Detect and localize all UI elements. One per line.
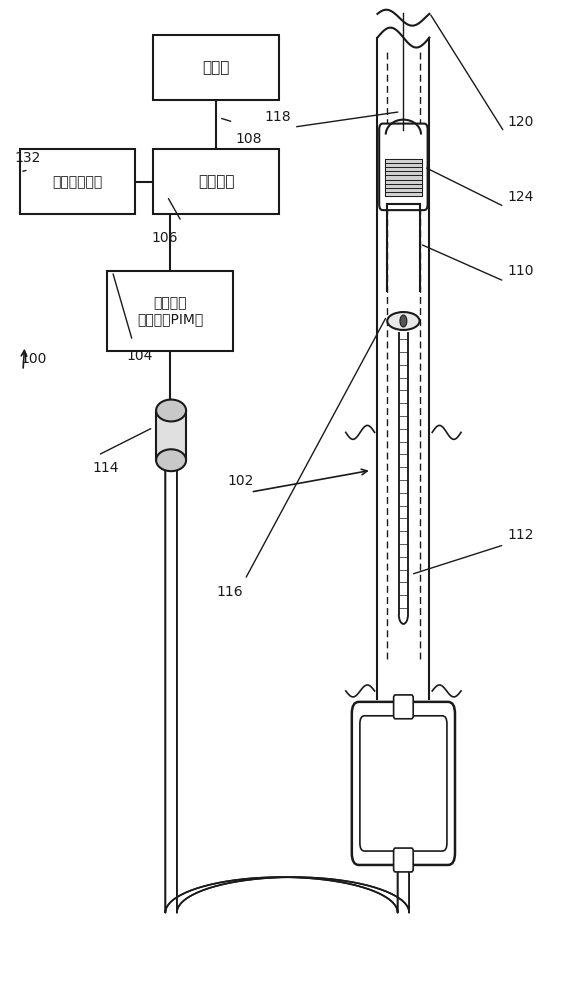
Text: 124: 124 (507, 190, 534, 204)
FancyBboxPatch shape (107, 271, 233, 351)
Text: 外部成像系统: 外部成像系统 (52, 175, 103, 189)
Text: 120: 120 (507, 115, 534, 129)
Text: 114: 114 (92, 461, 119, 475)
FancyBboxPatch shape (393, 848, 413, 872)
FancyBboxPatch shape (360, 716, 447, 851)
Text: 处理系统: 处理系统 (198, 174, 235, 189)
Text: 112: 112 (507, 528, 534, 542)
Text: 106: 106 (151, 232, 178, 245)
Ellipse shape (387, 312, 420, 330)
Ellipse shape (156, 449, 186, 471)
Text: 患者接口
监测器（PIM）: 患者接口 监测器（PIM） (137, 296, 203, 326)
Ellipse shape (156, 400, 186, 421)
Text: 118: 118 (264, 110, 291, 124)
Circle shape (400, 315, 407, 327)
Text: 104: 104 (127, 349, 153, 363)
FancyBboxPatch shape (20, 149, 136, 214)
Bar (156, 410, 186, 460)
FancyBboxPatch shape (152, 149, 279, 214)
FancyBboxPatch shape (152, 35, 279, 100)
Text: 100: 100 (20, 352, 47, 366)
Text: 116: 116 (217, 585, 243, 599)
Text: 110: 110 (507, 264, 534, 278)
FancyBboxPatch shape (352, 702, 455, 865)
FancyBboxPatch shape (393, 695, 413, 719)
Text: 108: 108 (235, 132, 261, 146)
Text: 监测器: 监测器 (203, 60, 230, 75)
Text: 132: 132 (15, 151, 41, 165)
FancyBboxPatch shape (379, 124, 428, 210)
Text: 102: 102 (227, 474, 254, 488)
